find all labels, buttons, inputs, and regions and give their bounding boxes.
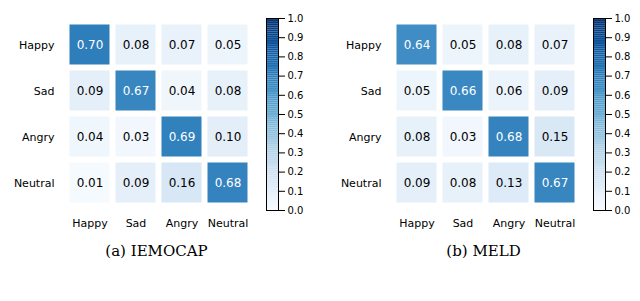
svg-text:0.09: 0.09 [542,84,569,98]
svg-text:Happy: Happy [19,39,55,52]
svg-text:0.4: 0.4 [615,128,631,139]
svg-text:0.16: 0.16 [169,176,196,190]
svg-text:0.9: 0.9 [288,32,304,43]
svg-text:Angry: Angry [22,131,55,144]
svg-text:0.03: 0.03 [123,130,150,144]
svg-text:0.0: 0.0 [615,205,631,216]
svg-text:Happy: Happy [399,217,435,230]
svg-text:0.7: 0.7 [288,70,304,81]
svg-text:0.09: 0.09 [123,176,150,190]
svg-text:0.07: 0.07 [169,38,196,52]
svg-text:0.70: 0.70 [77,38,104,52]
svg-text:Sad: Sad [34,85,55,98]
svg-text:0.08: 0.08 [215,84,242,98]
svg-text:0.0: 0.0 [288,205,304,216]
svg-text:0.08: 0.08 [404,130,431,144]
svg-text:0.06: 0.06 [496,84,523,98]
svg-text:0.07: 0.07 [542,38,569,52]
svg-text:Neutral: Neutral [341,177,382,190]
svg-text:0.05: 0.05 [215,38,242,52]
svg-text:0.6: 0.6 [288,90,304,101]
svg-text:Sad: Sad [361,85,382,98]
svg-text:0.8: 0.8 [288,51,304,62]
svg-text:0.66: 0.66 [450,84,477,98]
svg-text:0.5: 0.5 [615,109,631,120]
svg-text:Neutral: Neutral [14,177,55,190]
svg-text:0.13: 0.13 [496,176,523,190]
svg-text:Happy: Happy [72,217,108,230]
svg-text:0.09: 0.09 [77,84,104,98]
svg-text:0.08: 0.08 [496,38,523,52]
svg-text:0.08: 0.08 [123,38,150,52]
svg-text:Angry: Angry [166,217,199,230]
svg-text:0.09: 0.09 [404,176,431,190]
svg-text:0.05: 0.05 [404,84,431,98]
svg-text:0.1: 0.1 [288,186,304,197]
svg-text:0.15: 0.15 [542,130,569,144]
svg-text:0.8: 0.8 [615,51,631,62]
svg-text:Angry: Angry [349,131,382,144]
svg-text:Sad: Sad [453,217,474,230]
svg-text:Happy: Happy [346,39,382,52]
svg-text:0.6: 0.6 [615,90,631,101]
svg-text:Sad: Sad [126,217,147,230]
svg-text:0.5: 0.5 [288,109,304,120]
svg-text:0.1: 0.1 [615,186,631,197]
svg-text:Neutral: Neutral [535,217,576,230]
svg-text:0.3: 0.3 [615,147,631,158]
svg-text:0.01: 0.01 [77,176,104,190]
svg-text:1.0: 1.0 [615,13,631,24]
svg-text:0.68: 0.68 [496,130,523,144]
svg-text:Angry: Angry [493,217,526,230]
svg-text:0.67: 0.67 [123,84,150,98]
svg-text:0.7: 0.7 [615,70,631,81]
svg-text:0.05: 0.05 [450,38,477,52]
svg-text:0.04: 0.04 [77,130,104,144]
svg-text:Neutral: Neutral [208,217,249,230]
html-text:(b) MELD: (b) MELD [446,242,521,260]
svg-text:0.04: 0.04 [169,84,196,98]
svg-text:0.64: 0.64 [404,38,431,52]
svg-text:0.03: 0.03 [450,130,477,144]
svg-text:0.67: 0.67 [542,176,569,190]
svg-text:0.4: 0.4 [288,128,304,139]
svg-text:0.68: 0.68 [215,176,242,190]
svg-text:0.3: 0.3 [288,147,304,158]
svg-text:0.2: 0.2 [288,166,304,177]
html-text:(a) IEMOCAP: (a) IEMOCAP [105,242,208,260]
svg-text:1.0: 1.0 [288,13,304,24]
svg-text:0.2: 0.2 [615,166,631,177]
svg-text:0.69: 0.69 [169,130,196,144]
svg-text:0.9: 0.9 [615,32,631,43]
svg-text:0.10: 0.10 [215,130,242,144]
svg-text:0.08: 0.08 [450,176,477,190]
